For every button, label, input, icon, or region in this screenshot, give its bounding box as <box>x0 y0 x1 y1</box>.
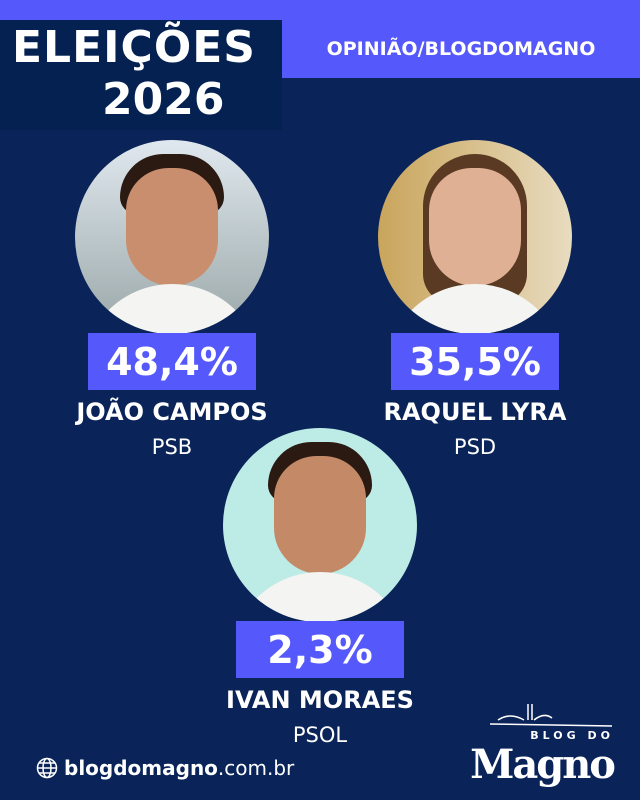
site-name: blogdomagno <box>64 756 218 780</box>
logo-line2: Magno <box>470 741 616 788</box>
candidate-name: JOÃO CAMPOS <box>76 398 268 426</box>
candidate-party: PSB <box>151 434 193 459</box>
candidate-card-joao: 48,4% JOÃO CAMPOS PSB <box>52 140 292 460</box>
title-box <box>0 20 282 130</box>
vote-percent: 35,5% <box>391 333 559 390</box>
globe-icon <box>36 757 58 779</box>
page-title-year: 2026 <box>102 74 225 125</box>
candidate-name: RAQUEL LYRA <box>383 398 567 426</box>
candidate-photo <box>378 140 572 334</box>
website-link[interactable]: blogdomagno.com.br <box>36 756 294 780</box>
candidate-party: PSOL <box>292 722 348 747</box>
candidate-name: IVAN MORAES <box>226 686 414 714</box>
source-banner: OPINIÃO/BLOGDOMAGNO <box>282 20 640 78</box>
page-title: ELEIÇÕES <box>12 22 256 73</box>
vote-percent: 2,3% <box>236 621 404 678</box>
logo-line1: BLOG DO <box>530 729 614 742</box>
blog-logo: BLOG DO Magno <box>470 700 616 787</box>
candidate-party: PSD <box>453 434 497 459</box>
top-strip <box>0 0 640 20</box>
building-logo-icon <box>489 704 613 727</box>
candidate-photo <box>223 428 417 622</box>
candidate-card-raquel: 35,5% RAQUEL LYRA PSD <box>355 140 595 460</box>
vote-percent: 48,4% <box>88 333 256 390</box>
site-domain: .com.br <box>217 756 295 780</box>
candidate-photo <box>75 140 269 334</box>
candidate-card-ivan: 2,3% IVAN MORAES PSOL <box>200 428 440 748</box>
